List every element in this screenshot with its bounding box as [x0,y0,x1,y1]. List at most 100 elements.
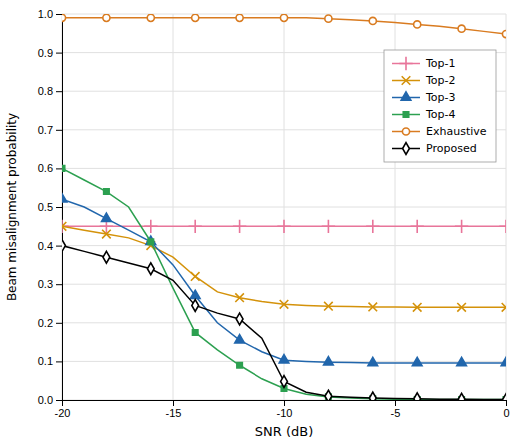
marker [499,220,506,233]
x-tick: -5 [391,400,401,419]
y-tick: 0.6 [38,162,62,174]
y-tick: 0.0 [38,394,62,406]
marker [368,357,378,365]
marker [62,222,66,231]
y-tick-mark [56,284,62,285]
series-area [62,14,506,400]
line [62,168,506,399]
series [62,166,506,400]
legend-label: Top-1 [425,57,456,70]
y-tick-label: 0.8 [38,85,53,97]
legend-item: Proposed [392,142,477,155]
y-tick-mark [56,130,62,131]
marker [324,302,333,311]
marker [103,251,110,263]
marker [325,390,332,400]
legend-marker [403,143,410,155]
y-tick: 0.4 [38,240,62,252]
marker [236,14,243,21]
legend-item: Top-1 [392,57,456,71]
x-tick: -15 [166,400,182,419]
y-tick-mark [56,168,62,169]
marker [502,303,506,312]
marker [103,14,110,21]
marker [277,220,290,233]
marker [189,220,202,233]
x-tick: 0 [503,400,509,419]
marker [502,31,506,38]
marker [235,293,244,302]
series [62,194,506,366]
marker [192,330,197,335]
marker [62,14,66,21]
marker [62,240,65,252]
legend-label: Top-2 [425,74,456,87]
y-tick: 0.5 [38,201,62,213]
y-tick: 0.3 [38,278,62,290]
marker [501,357,506,365]
y-axis-line [56,15,63,401]
y-tick-label: 0.5 [38,201,53,213]
marker [413,303,422,312]
marker [62,194,67,202]
y-tick-mark [56,361,62,362]
x-tick: -20 [55,400,71,419]
y-tick-label: 0.6 [38,162,53,174]
series [62,222,506,312]
legend-box [384,50,496,162]
marker [414,21,421,28]
legend: Top-1 Top-2 Top-3 Top-4 Exhaustive Proposed [384,50,496,162]
y-tick-label: 0.4 [38,240,53,252]
marker [414,393,421,400]
y-axis-title: Beam misalignment probability [5,113,19,301]
marker [458,393,465,400]
legend-marker [402,128,409,135]
series [62,14,506,37]
marker [148,239,153,244]
marker [147,14,154,21]
line [62,199,506,363]
marker [369,17,376,24]
y-tick-label: 0.7 [38,124,53,136]
marker [280,14,287,21]
marker [102,230,111,239]
y-tick-mark [56,323,62,324]
marker [237,363,242,368]
y-tick: 0.7 [38,124,62,136]
grid-line-y [62,245,506,246]
x-axis-line [63,401,507,407]
marker [192,14,199,21]
y-tick-mark [56,400,62,401]
x-tick-label: -5 [391,407,401,419]
marker [366,220,379,233]
marker [411,220,424,233]
grid-line-y [62,168,506,169]
marker [324,357,334,365]
line [62,246,506,400]
legend-label: Top-3 [425,91,456,104]
y-tick-label: 0.2 [38,317,53,329]
marker [368,303,377,312]
legend-item: Top-4 [392,108,456,121]
legend-label: Top-4 [425,108,456,121]
legend-label: Exhaustive [426,125,487,138]
y-tick-label: 1.0 [38,8,53,20]
y-tick: 0.9 [38,47,62,59]
y-tick-label: 0.3 [38,278,53,290]
y-tick-mark [56,246,62,247]
legend-item: Top-2 [392,74,456,87]
x-axis: -20 -15 -10 -5 0 [55,400,510,419]
legend-label: Proposed [426,142,477,155]
x-tick-mark [284,400,285,406]
grid [62,14,506,400]
marker [322,220,335,233]
y-tick-mark [56,14,62,15]
plot: -20-15-10-500.00.10.20.30.40.50.60.70.80… [38,8,513,419]
marker [325,15,332,22]
x-tick-label: -10 [277,407,293,419]
marker [233,220,246,233]
y-tick-label: 0.9 [38,47,53,59]
marker [104,189,109,194]
marker [457,303,466,312]
x-tick-label: -15 [166,407,182,419]
